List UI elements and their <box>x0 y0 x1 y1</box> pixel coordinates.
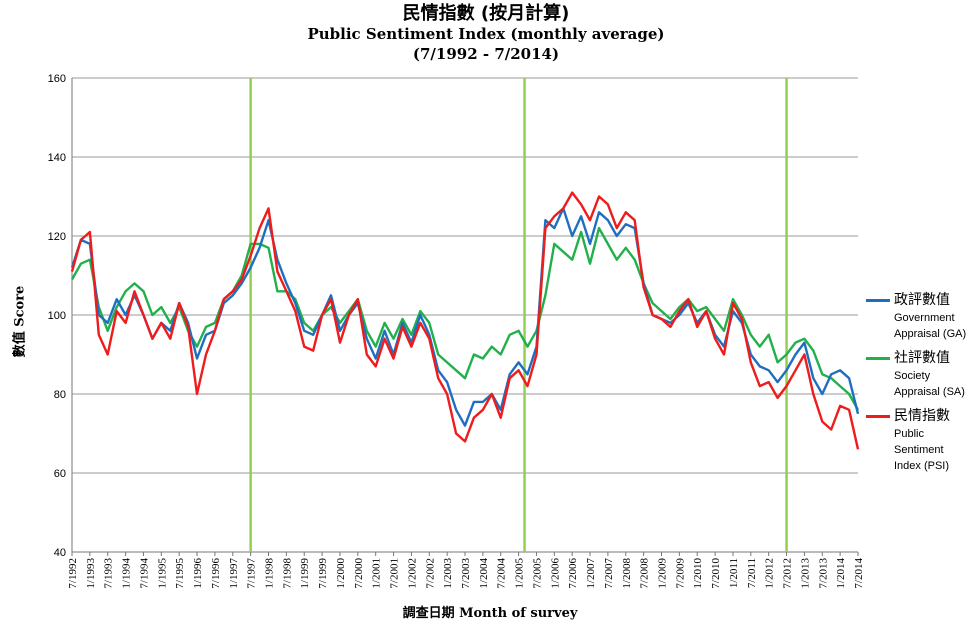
y-tick-label: 140 <box>48 152 66 164</box>
y-axis-label: 數值 Score <box>12 285 28 358</box>
legend-swatch-ga <box>866 299 890 302</box>
chart-title-block: 民情指數 (按月計算) Public Sentiment Index (mont… <box>0 4 972 64</box>
x-tick-label: 7/2014 <box>853 558 865 589</box>
chart-title-zh: 民情指數 (按月計算) <box>402 3 570 24</box>
y-tick-label: 60 <box>54 468 66 480</box>
chart-title-en: Public Sentiment Index (monthly average) <box>307 25 665 43</box>
x-tick-label: 1/2007 <box>585 558 597 589</box>
legend-item-sa: 社評數值 Society Appraisal (SA) <box>866 348 970 400</box>
x-tick-label: 7/2005 <box>531 558 543 589</box>
x-axis-label: 調查日期 Month of survey <box>402 606 578 621</box>
psi-series-line <box>70 191 860 450</box>
x-tick-label: 1/2009 <box>657 558 669 589</box>
x-tick-label: 1/2010 <box>692 558 704 589</box>
x-tick-label: 7/2001 <box>389 558 401 589</box>
x-tick-label: 1/1995 <box>156 558 168 589</box>
x-tick-label: 1/1999 <box>299 558 311 589</box>
x-tick-label: 7/2003 <box>460 558 472 589</box>
y-tick-label: 40 <box>54 547 66 559</box>
x-tick-label: 7/2004 <box>496 558 508 589</box>
legend-label-en: Government Appraisal (GA) <box>894 312 967 340</box>
x-tick-label: 1/2005 <box>514 558 526 589</box>
legend-label-zh: 社評數值 <box>894 350 950 366</box>
x-tick-label: 7/1998 <box>281 558 293 589</box>
y-tick-label: 80 <box>54 389 66 401</box>
legend-item-ga: 政評數值 Government Appraisal (GA) <box>866 290 970 342</box>
x-tick-label: 1/2014 <box>835 558 847 589</box>
x-tick-label: 7/2002 <box>424 558 436 589</box>
legend-swatch-sa <box>866 357 890 360</box>
x-tick-label: 7/2009 <box>674 558 686 589</box>
x-tick-label: 7/2013 <box>817 558 829 589</box>
x-tick-label: 7/2007 <box>603 558 615 589</box>
x-tick-label: 1/2012 <box>764 558 776 589</box>
x-tick-label: 7/2006 <box>567 558 579 589</box>
x-tick-label: 1/1994 <box>121 558 133 589</box>
legend-label-zh: 政評數值 <box>894 292 950 308</box>
x-tick-label: 1/2006 <box>549 558 561 589</box>
x-tick-label: 1/2001 <box>371 558 383 589</box>
x-tick-label: 7/1999 <box>317 558 329 589</box>
x-tick-label: 1/2004 <box>478 558 490 589</box>
x-tick-label: 7/1997 <box>246 558 258 589</box>
x-tick-label: 7/2011 <box>746 558 758 588</box>
x-tick-label: 7/1994 <box>138 558 150 589</box>
legend-swatch-psi <box>866 415 890 418</box>
x-tick-label: 1/2000 <box>335 558 347 589</box>
x-tick-label: 7/2008 <box>639 558 651 589</box>
sa-series-line <box>70 226 860 411</box>
x-tick-label: 1/2003 <box>442 558 454 589</box>
x-tick-label: 7/2012 <box>782 558 794 589</box>
x-tick-label: 7/1995 <box>174 558 186 589</box>
y-tick-label: 120 <box>48 231 66 243</box>
x-tick-label: 7/2000 <box>353 558 365 589</box>
x-tick-label: 1/1993 <box>85 558 97 589</box>
y-tick-label: 100 <box>48 310 66 322</box>
x-tick-label: 7/1992 <box>67 558 79 589</box>
legend-label-en: Society Appraisal (SA) <box>894 370 965 398</box>
x-tick-label: 1/2011 <box>728 558 740 588</box>
x-tick-label: 1/2008 <box>621 558 633 589</box>
x-tick-label: 1/1998 <box>264 558 276 589</box>
x-tick-label: 1/2013 <box>799 558 811 589</box>
x-tick-label: 7/2010 <box>710 558 722 589</box>
legend: 政評數值 Government Appraisal (GA) 社評數值 Soci… <box>866 290 970 480</box>
legend-item-psi: 民情指數 Public Sentiment Index (PSI) <box>866 406 970 474</box>
x-tick-label: 1/1996 <box>192 558 204 589</box>
x-tick-label: 1/1997 <box>228 558 240 589</box>
x-tick-label: 7/1996 <box>210 558 222 589</box>
x-tick-label: 7/1993 <box>103 558 115 589</box>
legend-label-en: Public Sentiment Index (PSI) <box>894 428 950 472</box>
y-tick-label: 160 <box>48 73 66 85</box>
x-tick-label: 1/2002 <box>406 558 418 589</box>
legend-label-zh: 民情指數 <box>894 408 950 424</box>
chart-date-range: (7/1992 - 7/2014) <box>412 45 560 63</box>
